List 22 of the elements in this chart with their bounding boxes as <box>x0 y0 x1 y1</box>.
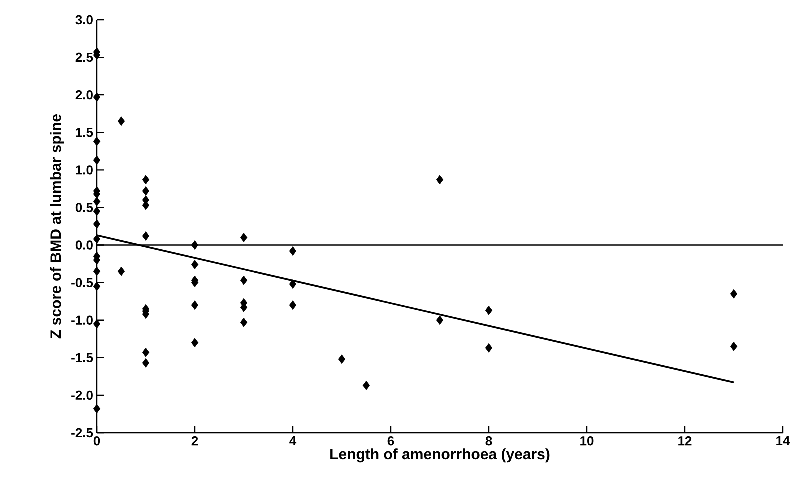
y-tick-label: -1.0 <box>72 316 93 325</box>
x-tick-label: 6 <box>388 436 394 446</box>
y-tick-label: 2.5 <box>76 52 94 62</box>
x-tick-label: 4 <box>290 436 297 446</box>
y-tick-label: 0.0 <box>76 240 93 250</box>
x-tick-label: 14 <box>776 436 790 446</box>
y-tick-label: -1.5 <box>72 353 94 362</box>
y-axis-title: Z score of BMD at lumbar spine <box>50 114 64 339</box>
x-tick-label: 2 <box>192 436 198 446</box>
y-tick-label: -2.0 <box>72 390 93 400</box>
y-tick-label: -0.5 <box>72 278 94 288</box>
x-axis-title: Length of amenorrhoea (years) <box>330 448 550 463</box>
y-tick-label: 0.5 <box>76 203 94 212</box>
x-tick-label: 8 <box>486 436 492 446</box>
y-tick-label: 1.5 <box>76 128 94 138</box>
y-tick-label: -2.5 <box>72 428 94 438</box>
x-tick-label: 10 <box>580 436 594 446</box>
x-tick-label: 0 <box>94 436 100 446</box>
y-tick-label: 2.0 <box>76 90 93 100</box>
y-tick-label: 1.0 <box>76 166 93 175</box>
y-tick-label: 3.0 <box>76 15 93 25</box>
x-tick-label: 12 <box>678 436 692 446</box>
